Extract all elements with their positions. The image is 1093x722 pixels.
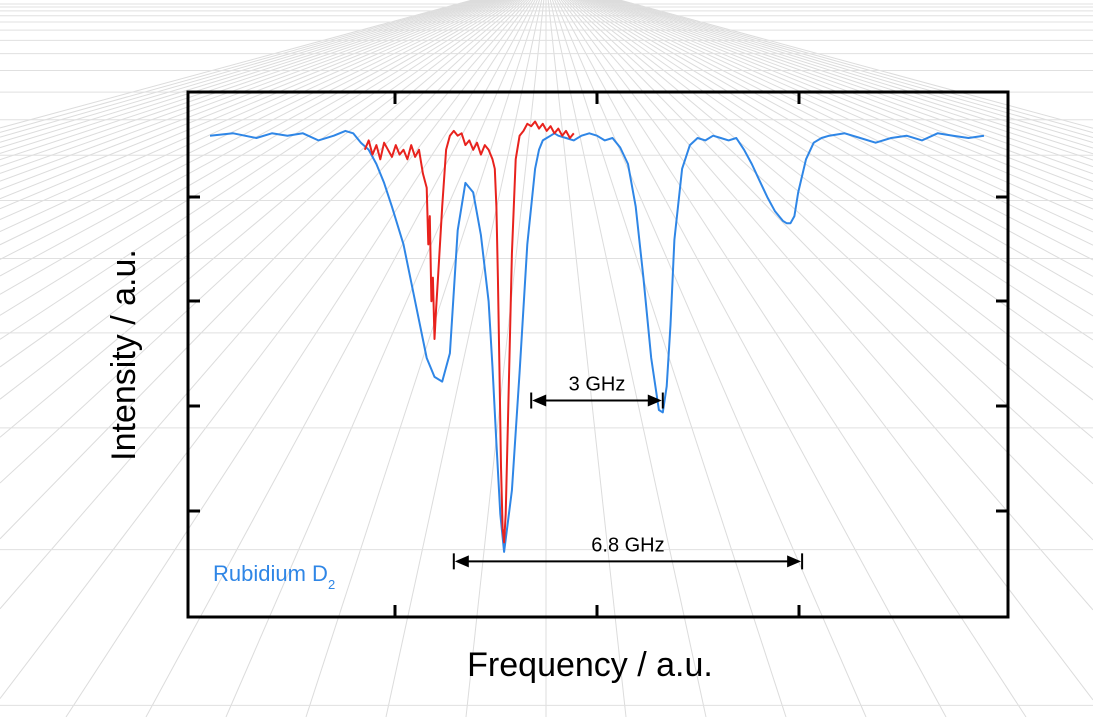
grid-ray xyxy=(564,0,1093,541)
grid-ray xyxy=(605,0,1093,161)
grid-ray xyxy=(0,0,494,182)
grid-ray xyxy=(560,0,1093,701)
annotation-6-8ghz: 6.8 GHz xyxy=(591,534,664,556)
grid-ray xyxy=(562,0,1093,611)
grid-ray xyxy=(569,0,1093,439)
grid-ray xyxy=(0,0,479,138)
series-layer xyxy=(209,120,985,553)
grid-ray xyxy=(0,0,526,484)
grid-ray xyxy=(0,0,532,699)
grid-ray xyxy=(607,0,1093,155)
grid-ray xyxy=(0,0,500,210)
grid-ray xyxy=(547,0,627,718)
grid-ray xyxy=(0,0,523,438)
legend-label: Rubidium D2 xyxy=(213,561,335,592)
grid-ray xyxy=(579,0,1093,296)
grid-ray xyxy=(594,0,1093,200)
grid-ray xyxy=(590,0,1093,221)
axis-ticks xyxy=(188,92,1008,617)
grid-ray xyxy=(0,0,528,540)
grid-ray xyxy=(0,0,496,191)
grid-ray xyxy=(385,0,543,718)
grid-ray xyxy=(554,0,867,718)
grid-ray xyxy=(615,0,1093,134)
grid-ray xyxy=(592,0,1093,210)
grid-ray xyxy=(0,0,511,277)
annotation-3ghz: 3 GHz xyxy=(569,374,626,396)
grid-ray xyxy=(0,0,502,220)
grid-ray xyxy=(558,0,1027,718)
grid-ray xyxy=(549,0,707,718)
arrowhead-left xyxy=(454,555,469,568)
grid-ray xyxy=(225,0,538,718)
grid-ray xyxy=(556,0,947,718)
arrowhead-right xyxy=(787,555,802,568)
grid-ray xyxy=(305,0,541,718)
grid-ray xyxy=(573,0,1093,369)
grid-ray xyxy=(581,0,1093,277)
grid-ray xyxy=(577,0,1093,317)
grid-ray xyxy=(0,0,487,161)
arrowhead-right xyxy=(647,394,662,407)
grid-ray xyxy=(0,0,530,610)
grid-ray xyxy=(551,0,787,718)
series-line-red xyxy=(363,120,575,544)
grid-ray xyxy=(0,0,521,400)
grid-ray xyxy=(65,0,534,718)
grid-ray xyxy=(0,0,513,295)
grid-ray xyxy=(613,0,1093,138)
arrowhead-left xyxy=(532,394,547,407)
grid-ray xyxy=(0,0,515,316)
grid-ray xyxy=(600,0,1093,175)
grid-ray xyxy=(566,0,1093,485)
plot-frame xyxy=(186,90,1010,619)
series-line-blue xyxy=(209,129,985,553)
grid-ray xyxy=(0,0,519,368)
legend-main-text: Rubidium D xyxy=(213,561,328,586)
grid-ray xyxy=(0,0,485,154)
y-axis-label: Intensity / a.u. xyxy=(105,249,143,461)
grid-ray xyxy=(0,0,492,174)
x-axis-label: Frequency / a.u. xyxy=(467,646,713,684)
grid-ray xyxy=(598,0,1093,183)
grid-ray xyxy=(145,0,536,718)
grid-ray xyxy=(571,0,1093,401)
annotation-layer: 3 GHz 6.8 GHz xyxy=(452,374,804,570)
grid-ray xyxy=(0,0,498,200)
grid-ray xyxy=(617,0,1093,129)
grid-ray xyxy=(0,0,477,133)
grid-ray xyxy=(465,0,545,718)
legend-subscript: 2 xyxy=(328,577,335,592)
grid-ray xyxy=(0,0,517,340)
